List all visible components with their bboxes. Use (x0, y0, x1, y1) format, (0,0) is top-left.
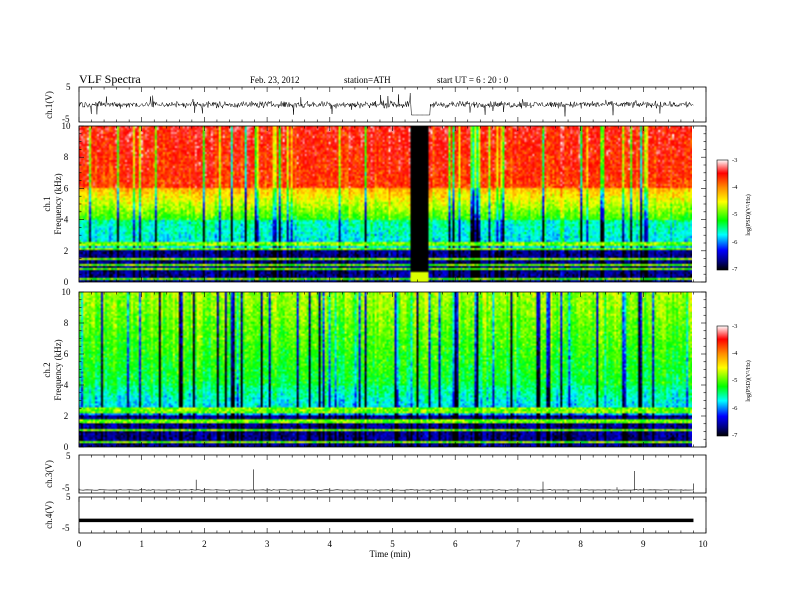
time-tick-label-10: 10 (699, 539, 709, 549)
time-tick-label-2: 2 (202, 539, 207, 549)
ch1-colorbar-tick-m3: -3 (732, 157, 737, 164)
ch1-frequency-ytick-label-2: 2 (64, 246, 69, 256)
ch2-spectrogram-channel-label: ch.2 (42, 362, 52, 377)
ch1-colorbar-label: log(PSD)(V²/Hz) (745, 194, 752, 235)
ch1-colorbar-gradient (717, 160, 728, 270)
ch1-spectrogram-channel-label: ch.1 (42, 196, 52, 211)
ch1-frequency-axis-label: Frequency (kHz) (53, 173, 63, 234)
figure-title: VLF Spectra (79, 72, 141, 86)
time-axis-labels: 0 1 2 3 4 5 6 7 8 9 10 Time (min) (77, 539, 708, 559)
ch4-ytick-top: 5 (66, 492, 71, 502)
ch1-waveform-panel: 5 -5 ch.1(V) (44, 82, 707, 124)
ch1-spectrogram-image (79, 126, 692, 282)
ch2-frequency-ytick-label-0: 0 (64, 442, 69, 452)
ch1-frequency-ytick-label-6: 6 (64, 183, 69, 193)
time-tick-label-3: 3 (265, 539, 270, 549)
time-tick-label-0: 0 (77, 539, 82, 549)
ch2-spectrogram-image (79, 292, 692, 447)
time-tick-label-7: 7 (516, 539, 521, 549)
ch2-frequency-ytick-label-6: 6 (64, 349, 69, 359)
ch4-waveform-ylabel: ch.4(V) (44, 501, 54, 529)
ch1-ytick-bottom: -5 (62, 114, 70, 124)
ch3-waveform-panel: 5 -5 ch.3(V) (44, 451, 707, 494)
time-axis-ticks (78, 87, 707, 533)
ch1-waveform-trace (78, 92, 694, 117)
ch3-ytick-bottom: -5 (62, 483, 70, 493)
ch1-frequency-ytick-label-0: 0 (64, 277, 69, 287)
ch2-colorbar-label: log(PSD)(V²/Hz) (745, 360, 752, 401)
ch2-colorbar-tick-m4: -4 (732, 350, 738, 357)
ch2-colorbar-tick-m6: -6 (732, 405, 738, 412)
ch4-waveform-frame (78, 496, 707, 534)
date-label: Feb. 23, 2012 (250, 75, 300, 85)
ch1-ytick-top: 5 (66, 82, 71, 92)
ch4-waveform-panel: 5 -5 ch.4(V) (44, 492, 707, 534)
ch2-colorbar-tick-m3: -3 (732, 323, 737, 330)
time-tick-label-6: 6 (453, 539, 458, 549)
ch1-waveform-ylabel: ch.1(V) (44, 91, 54, 119)
ch2-frequency-ytick-label-4: 4 (64, 380, 69, 390)
ch2-colorbar: -3 -4 -5 -6 -7 log(PSD)(V²/Hz) (716, 323, 752, 439)
ch2-colorbar-gradient (717, 326, 728, 436)
station-label: station=ATH (344, 75, 391, 85)
ch1-colorbar: -3 -4 -5 -6 -7 log(PSD)(V²/Hz) (716, 157, 752, 273)
ch3-ytick-top: 5 (66, 451, 71, 461)
ch1-spectrogram-panel: 0 2 4 6 8 10 ch.1 Frequency (kHz) -3 -4 -5 -6… (42, 121, 752, 287)
ch2-frequency-ytick-label-10: 10 (62, 287, 72, 297)
ch1-colorbar-tick-m5: -5 (732, 211, 737, 218)
ch2-frequency-ytick-label-8: 8 (64, 318, 69, 328)
ch2-colorbar-tick-m7: -7 (732, 432, 738, 439)
ch1-colorbar-tick-m4: -4 (732, 184, 738, 191)
ch2-frequency-axis-label: Frequency (kHz) (53, 339, 63, 400)
time-tick-label-4: 4 (328, 539, 333, 549)
ch2-frequency-ytick-label-2: 2 (64, 411, 69, 421)
ch3-waveform-trace (78, 469, 694, 491)
time-tick-label-1: 1 (139, 539, 144, 549)
ch4-ytick-bottom: -5 (62, 523, 70, 533)
ch2-frequency-ticks: 0 2 4 6 8 10 (62, 287, 706, 452)
time-tick-label-9: 9 (641, 539, 646, 549)
time-tick-label-5: 5 (390, 539, 395, 549)
ch3-waveform-ylabel: ch.3(V) (44, 460, 54, 488)
ch3-waveform-frame (78, 454, 707, 494)
ch1-colorbar-tick-m7: -7 (732, 266, 738, 273)
ch1-frequency-ticks: 0 2 4 6 8 10 (62, 121, 706, 287)
time-tick-label-8: 8 (578, 539, 583, 549)
time-axis-label: Time (min) (370, 549, 411, 559)
ch1-frequency-ytick-label-8: 8 (64, 152, 69, 162)
ch2-colorbar-tick-m5: -5 (732, 377, 737, 384)
figure-header: VLF Spectra Feb. 23, 2012 station=ATH st… (79, 72, 509, 86)
ch2-spectrogram-panel: 0 2 4 6 8 10 ch.2 Frequency (kHz) -3 -4 -5 -6… (42, 287, 752, 452)
ch1-frequency-ytick-label-10: 10 (62, 121, 72, 131)
start-time-label: start UT = 6 : 20 : 0 (437, 75, 509, 85)
ch1-colorbar-tick-m6: -6 (732, 239, 738, 246)
ch1-frequency-ytick-label-4: 4 (64, 215, 69, 225)
